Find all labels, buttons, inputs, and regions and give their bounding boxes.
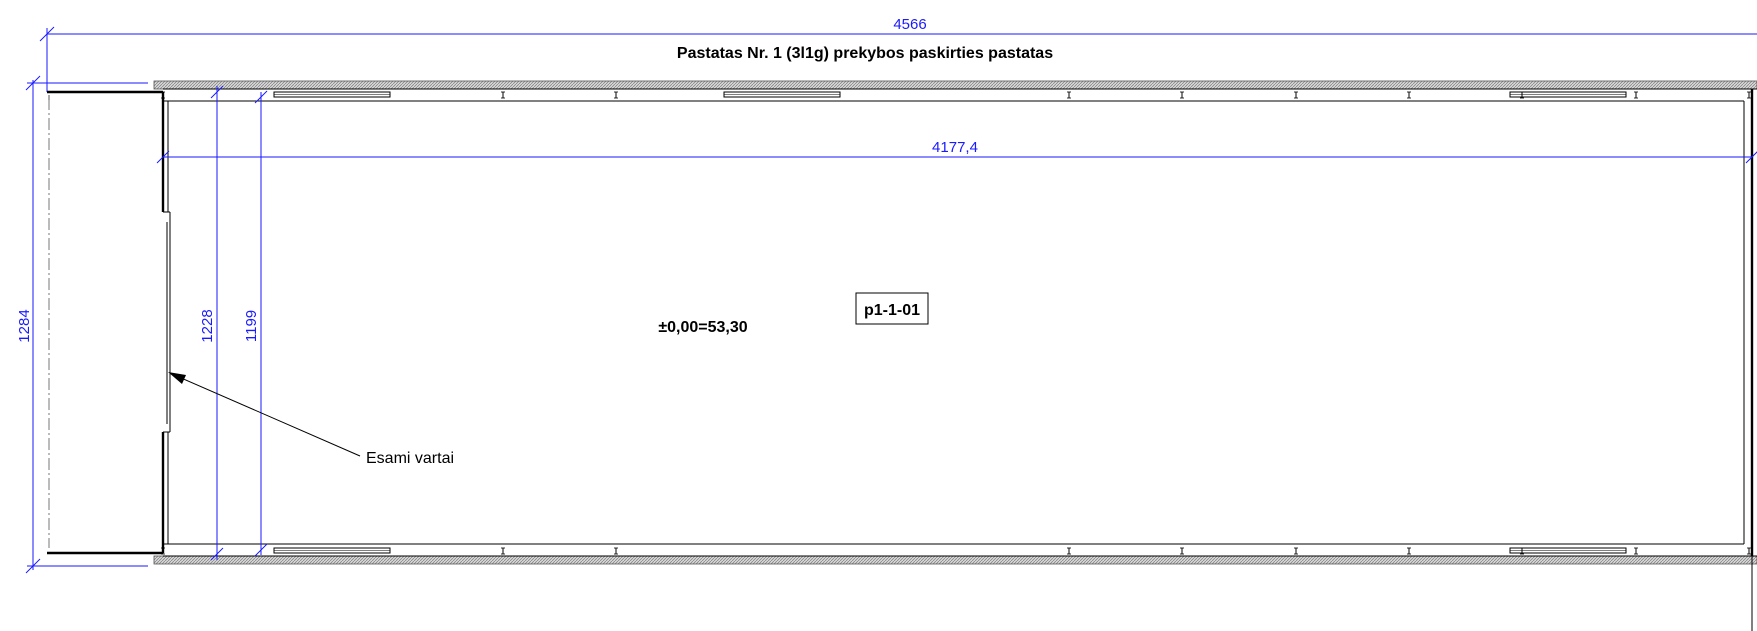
inner-height-dimension-a: 1228 [199,85,224,561]
top-wall-hatch [153,80,1757,90]
building-title: Pastatas Nr. 1 (3l1g) prekybos paskirtie… [677,45,1053,62]
left-annex [47,90,163,555]
room-tag: p1-1-01 [855,292,929,325]
inner-width-label: 4177,4 [932,139,978,156]
inner-width-dimension: 4177,4 [156,139,1757,164]
overall-height-label: 1284 [16,309,33,342]
top-windows [273,91,1627,98]
gate-leader: Esami vartai [168,372,454,467]
overall-width-label: 4566 [893,16,926,33]
overall-width-dimension: 4566 [39,16,1757,92]
elevation-label: ±0,00=53,30 [658,319,747,336]
building-outline [163,88,1757,631]
gate-label: Esami vartai [366,450,454,467]
overall-height-dimension: 1284 [16,75,148,574]
column-marks [161,91,1751,555]
inner-height-a-label: 1228 [199,309,216,342]
left-end-wall [161,92,171,553]
bottom-wall-hatch [153,555,1757,565]
bottom-windows [273,547,1627,554]
inner-height-b-label: 1199 [243,310,260,342]
room-tag-label: p1-1-01 [864,302,920,319]
inner-height-dimension-b: 1199 [243,90,268,557]
